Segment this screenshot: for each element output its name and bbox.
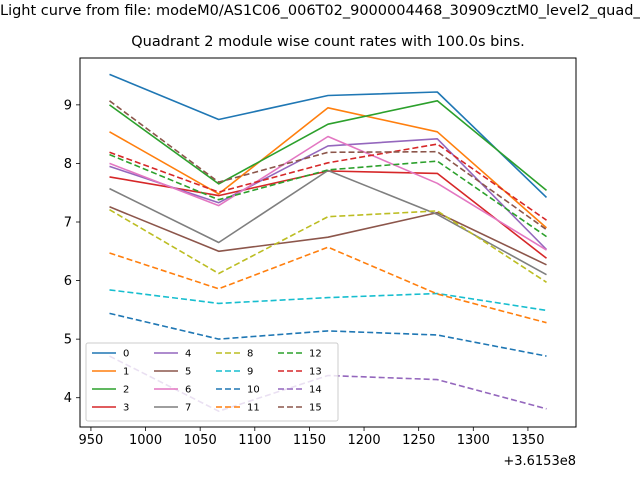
series-line-11 (109, 246, 547, 324)
series-line-9 (109, 289, 547, 312)
legend-label-12: 12 (309, 349, 322, 360)
series-line-4 (109, 138, 548, 251)
legend-label-0: 0 (123, 349, 129, 360)
x-offset-label: +3.6153e8 (503, 454, 576, 469)
legend-label-15: 15 (309, 403, 322, 414)
series-line-10 (109, 312, 547, 357)
x-axis: 950 1000 1050 1100 1150 1200 1250 1300 1350 (79, 427, 544, 448)
legend-label-5: 5 (185, 367, 191, 378)
x-tick-label: 1150 (293, 433, 326, 448)
legend-label-6: 6 (185, 385, 191, 396)
series-line-13 (109, 143, 547, 221)
series-line-2 (109, 100, 548, 192)
legend-label-9: 9 (247, 367, 253, 378)
legend-label-13: 13 (309, 367, 322, 378)
legend-label-11: 11 (247, 403, 260, 414)
y-tick-label: 6 (64, 274, 72, 289)
legend-label-2: 2 (123, 385, 129, 396)
legend-label-1: 1 (123, 367, 129, 378)
series-line-1 (109, 107, 548, 229)
legend-label-7: 7 (185, 403, 191, 414)
y-tick-label: 5 (64, 333, 72, 348)
x-tick-label: 1100 (238, 433, 271, 448)
chart-title: Quadrant 2 module wise count rates with … (131, 34, 525, 50)
x-tick-label: 1000 (129, 433, 162, 448)
legend-label-14: 14 (309, 385, 322, 396)
y-tick-label: 8 (64, 157, 72, 172)
series-line-7 (109, 169, 547, 276)
series-line-12 (109, 153, 547, 238)
series-line-0 (109, 73, 548, 198)
figure-suptitle: Light curve from file: modeM0/AS1C06_006… (0, 3, 640, 19)
series-lines (109, 73, 548, 413)
y-tick-label: 7 (64, 216, 72, 231)
x-tick-label: 1050 (184, 433, 217, 448)
x-tick-label: 1200 (348, 433, 381, 448)
legend-label-8: 8 (247, 349, 253, 360)
series-line-5 (109, 206, 547, 266)
axes-frame (79, 57, 577, 428)
y-axis: 4 5 6 7 8 9 (64, 98, 80, 406)
series-line-8 (109, 209, 547, 283)
x-tick-label: 1350 (511, 433, 544, 448)
y-tick-label: 4 (64, 391, 72, 406)
x-tick-label: 1300 (457, 433, 490, 448)
x-tick-label: 1250 (402, 433, 435, 448)
legend-label-3: 3 (123, 403, 129, 414)
x-tick-label: 950 (79, 433, 104, 448)
legend-label-10: 10 (247, 385, 260, 396)
series-line-15 (109, 100, 547, 231)
legend-box (85, 342, 339, 422)
y-tick-label: 9 (64, 98, 72, 113)
series-line-6 (109, 135, 547, 251)
legend-label-4: 4 (185, 349, 191, 360)
